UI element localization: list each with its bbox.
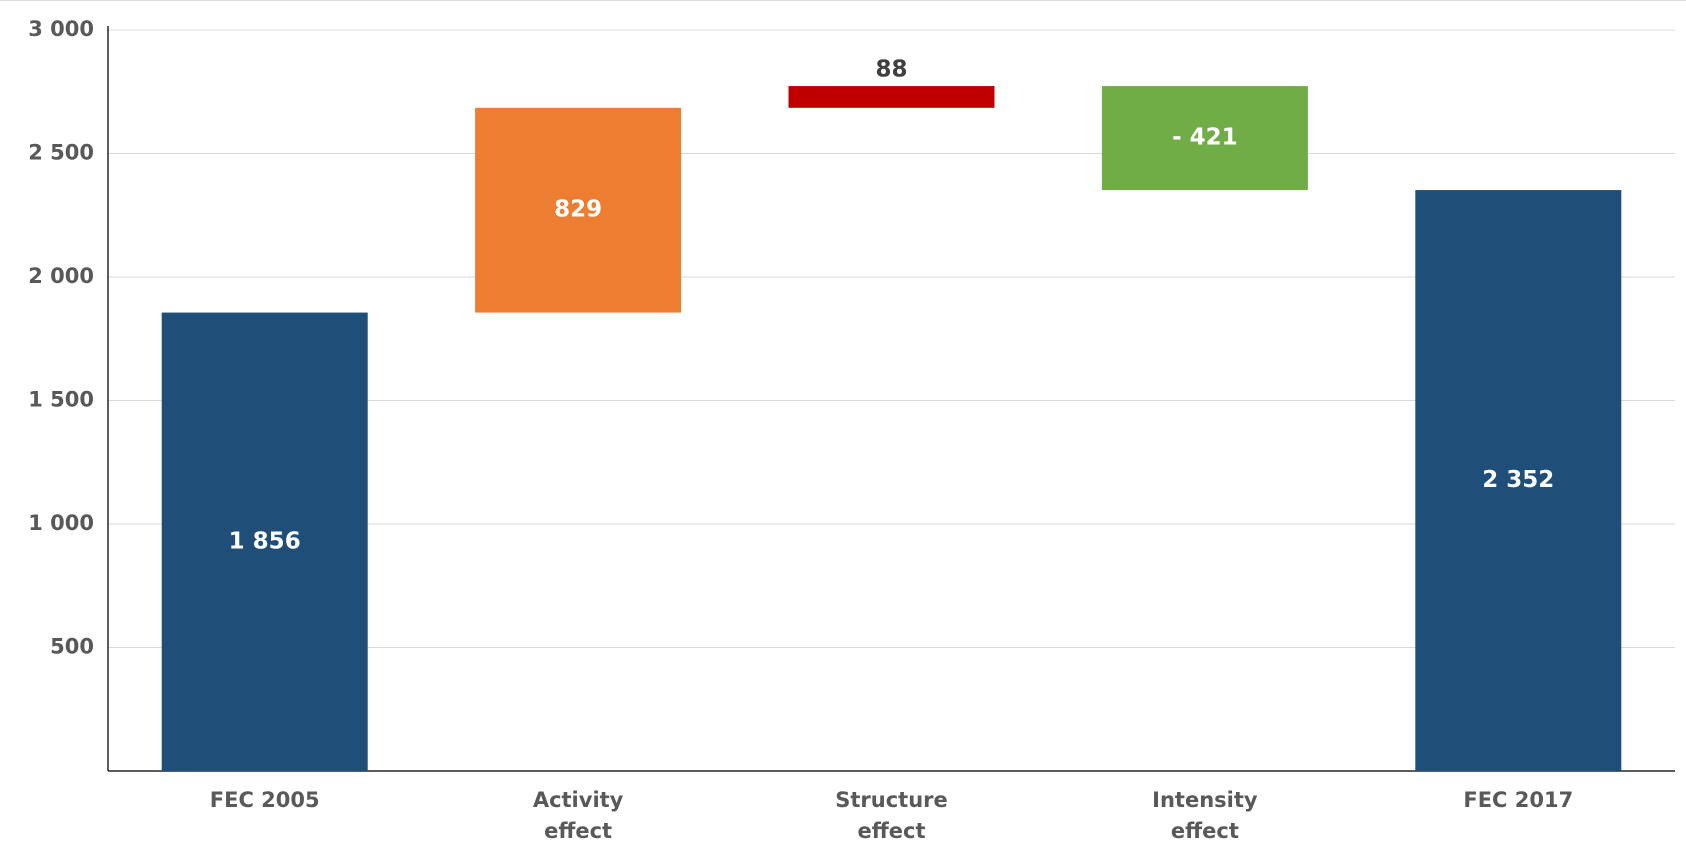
value-label: 829 — [554, 197, 602, 223]
bar — [475, 107, 682, 313]
value-label: 1 856 — [229, 528, 301, 554]
y-tick-label: 2 500 — [28, 141, 94, 165]
bar — [1101, 86, 1308, 191]
y-tick-label: 1 500 — [28, 388, 94, 412]
y-tick-label: 2 000 — [28, 264, 94, 288]
x-tick-label: FEC 2005 — [209, 788, 320, 812]
x-tick-label: Structure effect — [835, 788, 948, 843]
value-label: 2 352 — [1482, 467, 1554, 493]
bar — [1415, 190, 1622, 771]
y-tick-label: 500 — [50, 635, 94, 659]
bar — [161, 312, 368, 771]
x-tick-label: FEC 2017 — [1463, 788, 1574, 812]
value-label: 88 — [875, 57, 907, 83]
value-label: - 421 — [1172, 125, 1238, 151]
x-tick-label: Intensity effect — [1152, 788, 1258, 843]
y-tick-label: 1 000 — [28, 511, 94, 535]
y-tick-label: 3 000 — [28, 17, 94, 41]
bar — [788, 86, 995, 108]
x-tick-label: Activity effect — [532, 788, 624, 843]
